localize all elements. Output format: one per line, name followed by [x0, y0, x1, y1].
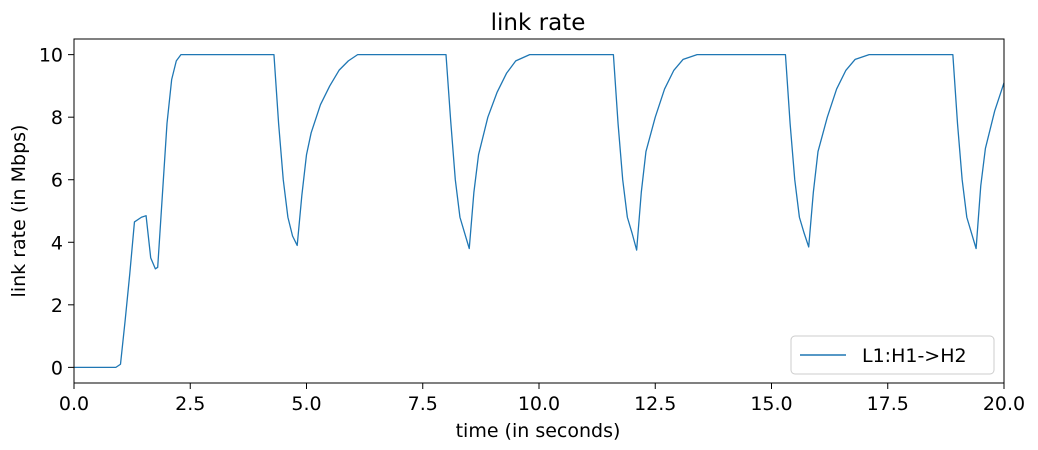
y-axis-title: link rate (in Mbps) — [8, 125, 30, 298]
plot-area — [74, 53, 1005, 369]
y-tick-label: 8 — [51, 107, 63, 129]
y-tick-label: 6 — [51, 170, 63, 192]
x-tick-label: 12.5 — [634, 393, 676, 415]
y-tick-label: 10 — [39, 45, 63, 67]
chart-title: link rate — [491, 10, 586, 36]
legend: L1:H1->H2 — [790, 335, 995, 375]
y-tick-label: 2 — [51, 295, 63, 317]
x-tick-label: 15.0 — [750, 393, 792, 415]
x-tick-label: 5.0 — [291, 393, 321, 415]
x-tick-label: 20.0 — [983, 393, 1025, 415]
plot-frame — [73, 38, 1005, 384]
legend-label: L1:H1->H2 — [862, 345, 967, 367]
legend-box — [790, 335, 995, 375]
x-tick-label: 10.0 — [518, 393, 560, 415]
axis-ticks: 0.0 2.5 5.0 7.5 10.0 12.5 15.0 17.5 20.0 0 2 4 6 8 10 — [39, 45, 1025, 415]
x-tick-label: 7.5 — [408, 393, 438, 415]
series-line-0 — [74, 53, 1005, 369]
x-axis-title: time (in seconds) — [456, 420, 621, 442]
x-tick-label: 2.5 — [175, 393, 205, 415]
y-tick-label: 0 — [51, 357, 63, 379]
y-tick-label: 4 — [51, 232, 63, 254]
x-tick-label: 0.0 — [59, 393, 89, 415]
x-tick-label: 17.5 — [867, 393, 909, 415]
